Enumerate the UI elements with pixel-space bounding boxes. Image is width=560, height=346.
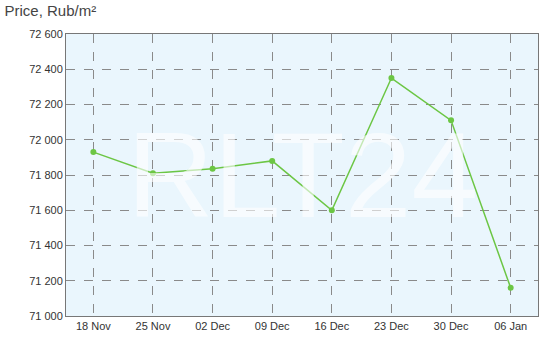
svg-text:71 000: 71 000 (29, 310, 63, 322)
svg-text:71 400: 71 400 (29, 239, 63, 251)
svg-text:23 Dec: 23 Dec (374, 320, 409, 332)
svg-text:18 Nov: 18 Nov (76, 320, 111, 332)
svg-text:71 800: 71 800 (29, 169, 63, 181)
svg-text:25 Nov: 25 Nov (136, 320, 171, 332)
svg-text:Price, Rub/m²: Price, Rub/m² (4, 2, 96, 19)
svg-text:30 Dec: 30 Dec (434, 320, 469, 332)
svg-text:71 200: 71 200 (29, 275, 63, 287)
svg-text:72 000: 72 000 (29, 134, 63, 146)
svg-text:06 Jan: 06 Jan (494, 320, 527, 332)
svg-text:71 600: 71 600 (29, 204, 63, 216)
svg-text:72 600: 72 600 (29, 28, 63, 40)
svg-text:09 Dec: 09 Dec (255, 320, 290, 332)
svg-text:72 200: 72 200 (29, 98, 63, 110)
svg-text:02 Dec: 02 Dec (195, 320, 230, 332)
svg-text:RLT24: RLT24 (127, 108, 478, 242)
svg-text:72 400: 72 400 (29, 63, 63, 75)
svg-text:16 Dec: 16 Dec (314, 320, 349, 332)
